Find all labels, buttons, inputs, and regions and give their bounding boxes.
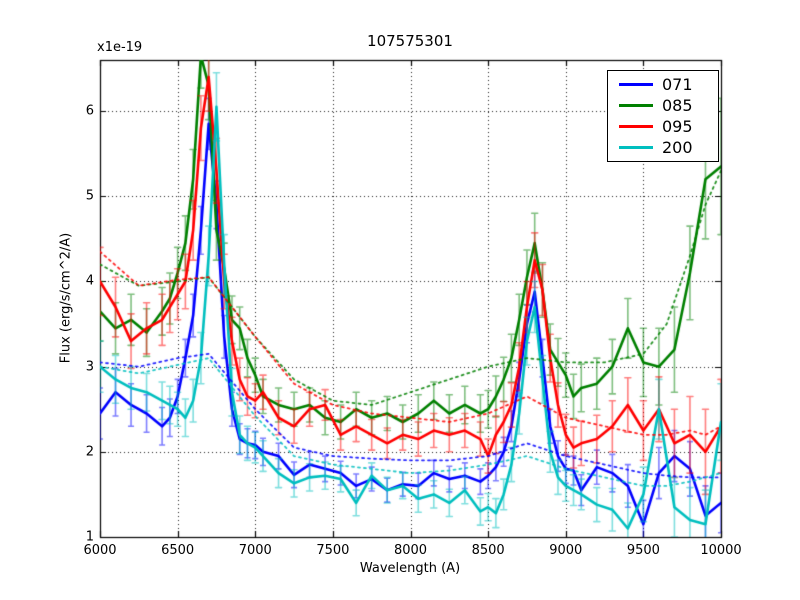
y-tick-label: 3 xyxy=(85,359,94,375)
x-axis-label: Wavelength (A) xyxy=(359,561,461,576)
y-tick-label: 6 xyxy=(85,103,94,119)
y-tick-label: 5 xyxy=(85,188,94,204)
x-tick-label: 6500 xyxy=(161,543,195,558)
legend-item-label: 071 xyxy=(662,74,693,94)
y-tick-label: 2 xyxy=(85,444,94,460)
legend-item-095: 095 xyxy=(608,116,718,137)
x-tick-label: 8500 xyxy=(471,543,505,558)
x-tick-label: 7000 xyxy=(238,543,272,558)
chart-title: 107575301 xyxy=(367,32,453,50)
x-tick-label: 9500 xyxy=(626,543,660,558)
x-tick-label: 7500 xyxy=(316,543,350,558)
y-tick-label: 1 xyxy=(85,529,94,545)
legend-line-sample xyxy=(619,83,653,86)
y-axis-label: Flux (erg/s/cm^2/A) xyxy=(58,232,74,364)
y-tick-label: 4 xyxy=(85,273,94,289)
legend-line-sample xyxy=(619,125,653,128)
x-tick-label: 10000 xyxy=(700,543,742,558)
legend: 071 085 095 200 xyxy=(607,70,719,162)
legend-item-200: 200 xyxy=(608,137,718,158)
x-tick-label: 8000 xyxy=(393,543,428,558)
legend-item-label: 085 xyxy=(662,95,693,115)
legend-line-sample xyxy=(619,104,653,107)
x-tick-label: 6000 xyxy=(83,543,117,558)
y-offset-label: x1e-19 xyxy=(97,40,143,55)
legend-item-label: 095 xyxy=(662,116,693,136)
x-tick-label: 9000 xyxy=(549,543,583,558)
legend-line-sample xyxy=(619,146,653,149)
legend-item-085: 085 xyxy=(608,95,718,116)
legend-item-label: 200 xyxy=(662,137,693,157)
legend-item-071: 071 xyxy=(608,74,718,95)
